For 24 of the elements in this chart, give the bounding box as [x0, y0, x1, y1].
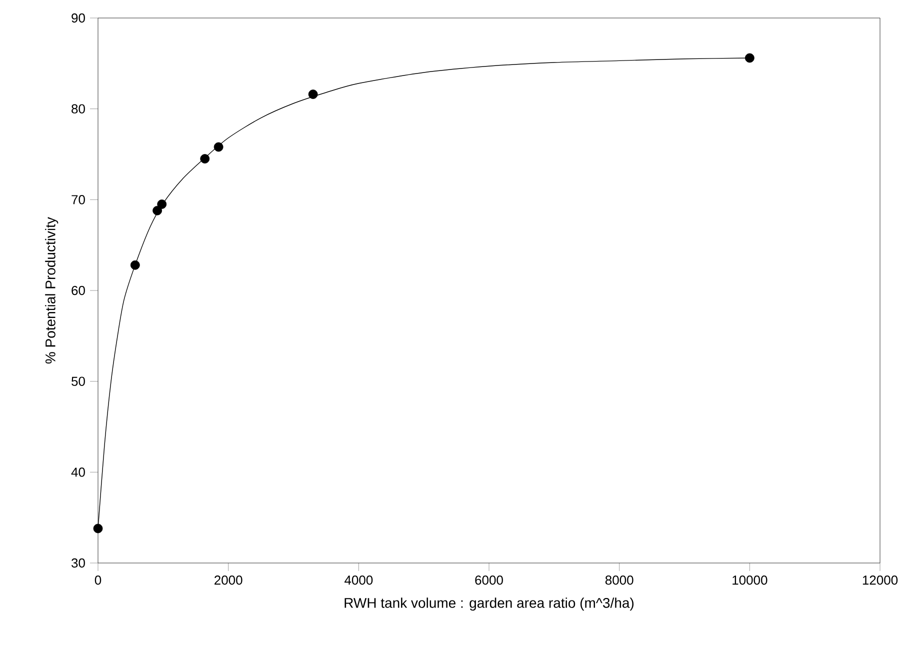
point	[200, 154, 210, 164]
point	[157, 200, 167, 209]
x-tick-label: 10000	[732, 576, 768, 585]
x-tick-label: 12000	[862, 576, 898, 585]
y-tick-label: 30	[72, 558, 85, 568]
point	[152, 206, 162, 216]
y-tick-label: 80	[72, 104, 85, 114]
x-tick-label: 0	[94, 576, 102, 585]
point	[214, 142, 224, 152]
point	[93, 524, 103, 534]
point	[308, 90, 318, 99]
x-axis-title: RWH tank volume : garden area ratio (m^3/ha)	[344, 598, 634, 611]
y-tick-label: 50	[72, 376, 85, 386]
y-tick-label: 40	[71, 468, 85, 477]
y-axis-title: % Potential Productivity	[45, 217, 58, 364]
y-tick-label: 90	[72, 13, 85, 23]
x-tick-label: 8000	[605, 576, 634, 585]
x-tick-label: 4000	[344, 576, 373, 585]
y-tick-label: 60	[72, 286, 85, 296]
x-tick-label: 2000	[214, 576, 242, 585]
point	[130, 260, 140, 270]
x-tick-label: 6000	[475, 576, 503, 585]
y-tick-label: 70	[72, 195, 85, 204]
point	[744, 53, 754, 63]
